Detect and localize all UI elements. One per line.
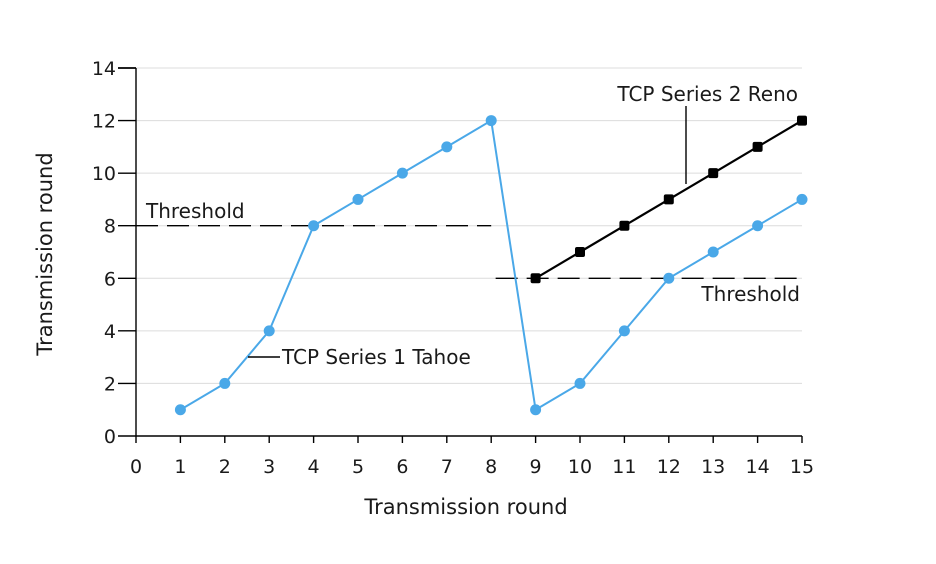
x-tick-label: 0 <box>130 456 142 478</box>
data-point <box>618 325 630 337</box>
x-tick-label: 12 <box>657 456 681 478</box>
y-tick-label: 4 <box>104 321 116 343</box>
x-tick-label: 4 <box>308 456 320 478</box>
data-point <box>530 404 542 416</box>
threshold-lines <box>136 225 802 279</box>
y-tick-label: 8 <box>104 216 116 238</box>
y-tick-label: 12 <box>92 111 116 133</box>
data-point <box>708 168 719 179</box>
x-tick-label: 10 <box>568 456 592 478</box>
data-point <box>663 194 674 205</box>
data-point <box>174 404 186 416</box>
y-tick-label: 2 <box>104 373 116 395</box>
y-tick-label: 10 <box>92 163 116 185</box>
x-axis-title: Transmission round <box>363 495 567 519</box>
data-point <box>575 247 585 257</box>
y-axis-title: Transmission round <box>33 152 57 356</box>
threshold-label-lower: Threshold <box>700 282 800 306</box>
data-point <box>441 141 453 153</box>
data-point <box>530 273 541 284</box>
y-tick-label: 0 <box>104 426 116 448</box>
x-tick-label: 7 <box>441 456 453 478</box>
x-tick-label: 2 <box>219 456 231 478</box>
x-tick-label: 14 <box>746 456 770 478</box>
x-tick-label: 5 <box>352 456 364 478</box>
series-tahoe <box>174 115 808 416</box>
data-point <box>663 272 675 284</box>
data-point <box>396 167 408 179</box>
data-point <box>752 141 763 152</box>
data-point <box>619 220 630 231</box>
data-point <box>796 193 808 205</box>
tahoe-series-label: TCP Series 1 Tahoe <box>281 345 471 369</box>
x-tick-label: 3 <box>263 456 275 478</box>
x-tick-label: 9 <box>530 456 542 478</box>
y-tick-label: 14 <box>92 58 116 80</box>
data-point <box>352 193 364 205</box>
x-tick-label: 6 <box>396 456 408 478</box>
data-point <box>308 220 320 232</box>
threshold-label-upper: Threshold <box>145 199 245 223</box>
data-point <box>797 115 807 126</box>
x-tick-label: 11 <box>612 456 636 478</box>
y-tick-label: 6 <box>104 268 116 290</box>
data-series <box>174 115 808 416</box>
reno-series-label: TCP Series 2 Reno <box>616 82 798 106</box>
series-reno <box>530 115 807 284</box>
data-point <box>752 220 764 232</box>
axes <box>135 68 802 437</box>
data-point <box>574 377 586 389</box>
data-point <box>219 377 231 389</box>
x-tick-label: 15 <box>790 456 814 478</box>
data-point <box>485 115 497 127</box>
series-line <box>179 118 803 412</box>
data-point <box>707 246 719 258</box>
data-point <box>263 325 275 337</box>
x-tick-label: 13 <box>701 456 725 478</box>
x-tick-label: 1 <box>174 456 186 478</box>
x-tick-label: 8 <box>485 456 497 478</box>
